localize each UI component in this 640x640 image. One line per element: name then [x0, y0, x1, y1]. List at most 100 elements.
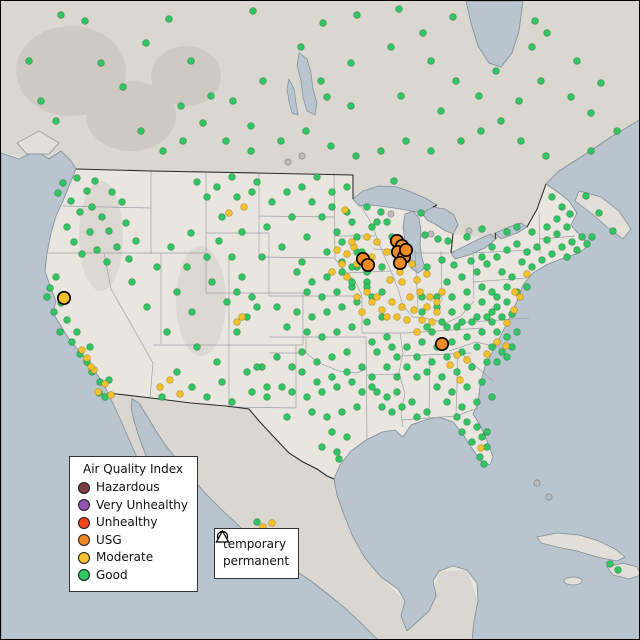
station-marker-good: [83, 187, 91, 195]
station-marker-good: [523, 283, 531, 291]
station-marker-moderate: [446, 361, 454, 369]
station-marker-good: [483, 313, 491, 321]
station-marker-good: [215, 237, 223, 245]
station-marker-good: [597, 79, 605, 87]
station-marker-good: [203, 193, 211, 201]
station-marker-good: [478, 298, 486, 306]
station-marker-good: [393, 353, 401, 361]
station-marker-unknown: [545, 493, 553, 501]
station-marker-good: [207, 92, 215, 100]
station-marker-good: [97, 59, 105, 67]
marker-legend: temporary permanent: [214, 528, 300, 579]
station-marker-good: [86, 228, 94, 236]
station-marker-good: [353, 233, 361, 241]
station-marker-good: [249, 7, 257, 15]
station-marker-moderate: [378, 306, 386, 314]
station-marker-good: [253, 363, 261, 371]
aqi-legend-title: Air Quality Index: [82, 462, 184, 476]
station-marker-good: [548, 193, 556, 201]
station-marker-good: [318, 293, 326, 301]
station-marker-good: [463, 333, 471, 341]
station-marker-good: [343, 348, 351, 356]
station-marker-unknown: [387, 210, 395, 218]
station-marker-good: [338, 408, 346, 416]
us-mexico-border: [107, 392, 335, 480]
station-marker-good: [528, 43, 536, 51]
station-marker-good: [543, 236, 551, 244]
station-marker-moderate: [368, 298, 376, 306]
james-bay: [465, 1, 524, 68]
us-canada-border: [75, 168, 547, 254]
station-marker-good: [173, 288, 181, 296]
aqi-swatch-icon: [78, 551, 90, 564]
station-marker-good: [543, 29, 551, 37]
station-marker-good: [57, 11, 65, 19]
station-marker-good: [203, 393, 211, 401]
station-marker-good: [423, 368, 431, 376]
station-marker-moderate: [511, 288, 519, 296]
station-marker-good: [377, 147, 385, 155]
station-marker-unknown: [298, 152, 306, 160]
station-marker-good: [328, 373, 336, 381]
aqi-item-label: Unhealthy: [96, 515, 158, 529]
station-marker-good: [515, 97, 523, 105]
station-marker-good: [553, 215, 561, 223]
station-marker-good: [273, 353, 281, 361]
station-marker-good: [297, 43, 305, 51]
station-marker-good: [263, 223, 271, 231]
station-marker-good: [288, 213, 296, 221]
station-marker-good: [258, 253, 266, 261]
station-marker-good: [238, 273, 246, 281]
station-marker-good: [448, 338, 456, 346]
station-marker-good: [208, 278, 216, 286]
station-marker-good: [298, 368, 306, 376]
station-marker-good: [86, 343, 94, 351]
station-marker-good: [413, 353, 421, 361]
marker-legend-item: temporary: [216, 530, 289, 552]
station-marker-good: [423, 263, 431, 271]
aqi-swatch-icon: [78, 516, 90, 529]
station-marker-good: [98, 213, 106, 221]
station-marker-good: [203, 253, 211, 261]
station-marker-good: [518, 258, 526, 266]
station-marker-moderate: [176, 390, 184, 398]
station-marker-good: [582, 192, 590, 200]
station-marker-good: [403, 363, 411, 371]
station-marker-good: [308, 198, 316, 206]
station-marker-moderate: [483, 350, 491, 358]
station-marker-moderate: [510, 306, 518, 314]
station-marker-good: [199, 119, 207, 127]
station-marker-good: [503, 228, 511, 236]
station-marker-moderate: [156, 383, 164, 391]
station-marker-good: [323, 248, 331, 256]
station-marker-good: [50, 308, 58, 316]
station-marker-good: [323, 413, 331, 421]
station-marker-unknown: [427, 230, 435, 238]
station-marker-moderate: [423, 303, 431, 311]
station-marker-good: [81, 17, 89, 25]
aqi-legend-item: Good: [78, 568, 188, 583]
station-marker-good: [70, 238, 78, 246]
station-marker-good: [52, 117, 60, 125]
station-marker-good: [417, 209, 425, 217]
station-marker-moderate: [516, 293, 524, 301]
station-marker-moderate: [502, 342, 510, 350]
station-marker-moderate: [416, 288, 424, 296]
station-marker-good: [363, 203, 371, 211]
station-marker-moderate: [410, 306, 418, 314]
station-marker-good: [450, 261, 458, 269]
station-marker-good: [488, 288, 496, 296]
station-marker-good: [288, 363, 296, 371]
station-marker-good: [498, 348, 506, 356]
station-marker-moderate: [477, 444, 485, 452]
station-marker-good: [403, 343, 411, 351]
station-marker-good: [573, 246, 581, 254]
aqi-legend: Air Quality Index Hazardous Very Unhealth…: [69, 456, 198, 592]
station-marker-good: [493, 293, 501, 301]
station-marker-moderate: [341, 206, 349, 214]
station-marker-good: [473, 313, 481, 321]
station-marker-good: [614, 566, 622, 574]
aqi-item-label: Moderate: [96, 550, 154, 564]
station-marker-good: [583, 240, 591, 248]
station-marker-good: [373, 348, 381, 356]
